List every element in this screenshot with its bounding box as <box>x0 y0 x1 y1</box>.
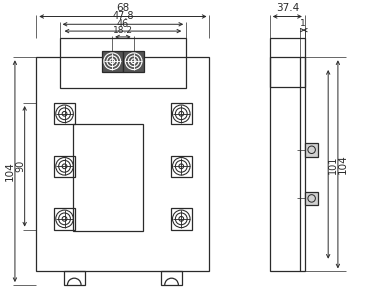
Text: 104: 104 <box>5 161 15 181</box>
Bar <box>305 192 318 205</box>
Text: 101: 101 <box>328 155 338 174</box>
Text: 46: 46 <box>117 19 129 29</box>
Text: 1: 1 <box>300 19 305 28</box>
Bar <box>171 208 192 230</box>
Bar <box>123 50 144 72</box>
Bar <box>305 143 318 157</box>
Bar <box>161 272 182 285</box>
Bar <box>270 57 305 272</box>
Text: 47.8: 47.8 <box>112 11 134 21</box>
Bar <box>270 38 305 86</box>
Text: 90: 90 <box>16 160 26 172</box>
Bar <box>171 156 192 177</box>
Bar <box>102 50 123 72</box>
Bar <box>73 124 143 230</box>
Bar <box>54 208 75 230</box>
Bar <box>64 272 85 285</box>
Bar <box>60 38 186 88</box>
Bar <box>171 103 192 124</box>
Text: 68: 68 <box>116 3 129 13</box>
Text: 104: 104 <box>338 154 348 174</box>
Text: 18.2: 18.2 <box>113 26 133 35</box>
Bar <box>54 103 75 124</box>
Text: 37.4: 37.4 <box>276 3 299 13</box>
Bar <box>36 57 210 272</box>
Bar <box>54 156 75 177</box>
